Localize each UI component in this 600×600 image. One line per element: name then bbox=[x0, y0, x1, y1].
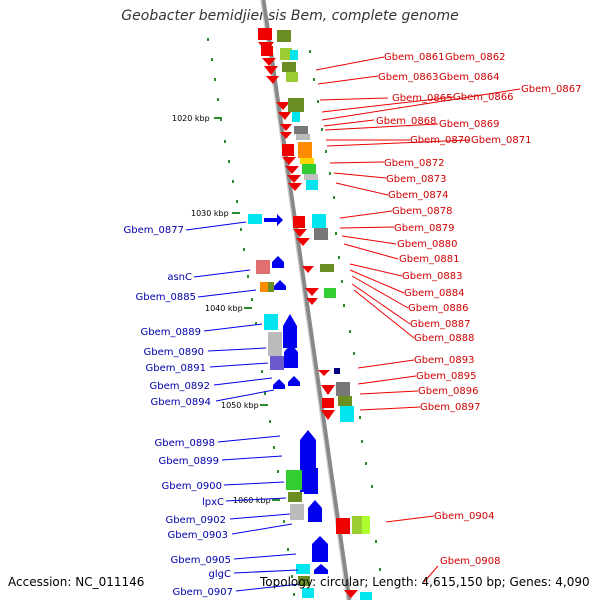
forward-strand-genes bbox=[264, 214, 328, 574]
scale-ticks-inner bbox=[207, 38, 295, 596]
gene-label: Gbem_0904 bbox=[434, 511, 494, 522]
gene-label: Gbem_0863 bbox=[378, 72, 438, 83]
gene-label: Gbem_0862 bbox=[445, 52, 505, 63]
gene-label: Gbem_0883 bbox=[402, 271, 462, 282]
gene-label: Gbem_0898 bbox=[155, 438, 215, 449]
gene-label: Gbem_0867 bbox=[521, 84, 581, 95]
gene-label: Gbem_0903 bbox=[168, 530, 228, 541]
right-leader-lines bbox=[315, 56, 521, 583]
gene-label: Gbem_0884 bbox=[404, 288, 464, 299]
gene-label: Gbem_0897 bbox=[420, 402, 480, 413]
gene-label: Gbem_0877 bbox=[124, 225, 184, 236]
gene-label: Gbem_0869 bbox=[439, 119, 499, 130]
colored-gene-blocks bbox=[248, 30, 372, 600]
scale-label: 1020 kbp bbox=[172, 114, 210, 123]
gene-label: Gbem_0878 bbox=[392, 206, 452, 217]
gene-label: Gbem_0874 bbox=[388, 190, 448, 201]
gene-label: Gbem_0871 bbox=[471, 135, 531, 146]
gene-label: Gbem_0881 bbox=[399, 254, 459, 265]
gene-label: Gbem_0907 bbox=[173, 587, 233, 598]
gene-label: Gbem_0908 bbox=[440, 556, 500, 567]
gene-label: Gbem_0886 bbox=[408, 303, 468, 314]
gene-label: Gbem_0895 bbox=[416, 371, 476, 382]
gene-label: Gbem_0890 bbox=[144, 347, 204, 358]
scale-label: 1050 kbp bbox=[221, 401, 259, 410]
gene-label: Gbem_0864 bbox=[439, 72, 499, 83]
gene-label: Gbem_0861 bbox=[384, 52, 444, 63]
reverse-strand-genes bbox=[258, 28, 358, 598]
genome-summary: Topology: circular; Length: 4,615,150 bp… bbox=[260, 575, 590, 589]
gene-label: Gbem_0899 bbox=[159, 456, 219, 467]
scale-label: 1060 kbp bbox=[233, 496, 271, 505]
gene-label: Gbem_0891 bbox=[146, 363, 206, 374]
gene-label: Gbem_0870 bbox=[410, 135, 470, 146]
gene-label: Gbem_0865 bbox=[392, 93, 452, 104]
genome-backbone-highlight bbox=[260, 0, 348, 600]
gene-label: Gbem_0887 bbox=[410, 319, 470, 330]
genome-backbone bbox=[260, 0, 352, 600]
scale-ticks-outer bbox=[309, 50, 381, 571]
gene-label: Gbem_0879 bbox=[394, 223, 454, 234]
gene-label: Gbem_0889 bbox=[141, 327, 201, 338]
gene-label: Gbem_0892 bbox=[150, 381, 210, 392]
gene-label: Gbem_0900 bbox=[162, 481, 222, 492]
gene-label: Gbem_0893 bbox=[414, 355, 474, 366]
right-gene-labels: Gbem_0861 Gbem_0862 Gbem_0863 Gbem_0864 … bbox=[376, 52, 581, 567]
kbp-ticks bbox=[214, 117, 280, 501]
gene-label: glgC bbox=[209, 569, 231, 580]
gene-label: Gbem_0905 bbox=[171, 555, 231, 566]
gene-label: lpxC bbox=[202, 497, 224, 508]
gene-label: Gbem_0880 bbox=[397, 239, 457, 250]
gene-label: Gbem_0868 bbox=[376, 116, 436, 127]
map-title: Geobacter bemidjiensis Bem, complete gen… bbox=[121, 8, 459, 24]
gene-label: Gbem_0894 bbox=[151, 397, 211, 408]
accession-label: Accession: NC_011146 bbox=[8, 575, 145, 589]
gene-label: Gbem_0885 bbox=[136, 292, 196, 303]
gene-label: Gbem_0872 bbox=[384, 158, 444, 169]
gene-label: Gbem_0866 bbox=[453, 92, 513, 103]
gene-label: Gbem_0902 bbox=[166, 515, 226, 526]
left-leader-lines bbox=[185, 221, 301, 592]
scale-label: 1030 kbp bbox=[191, 209, 229, 218]
gene-label: Gbem_0888 bbox=[414, 333, 474, 344]
gene-label: Gbem_0896 bbox=[418, 386, 478, 397]
scale-label: 1040 kbp bbox=[205, 304, 243, 313]
gene-label: asnC bbox=[167, 272, 192, 283]
gene-label: Gbem_0873 bbox=[386, 174, 446, 185]
left-gene-labels: Gbem_0877 asnC Gbem_0885 Gbem_0889 Gbem_… bbox=[124, 225, 233, 598]
